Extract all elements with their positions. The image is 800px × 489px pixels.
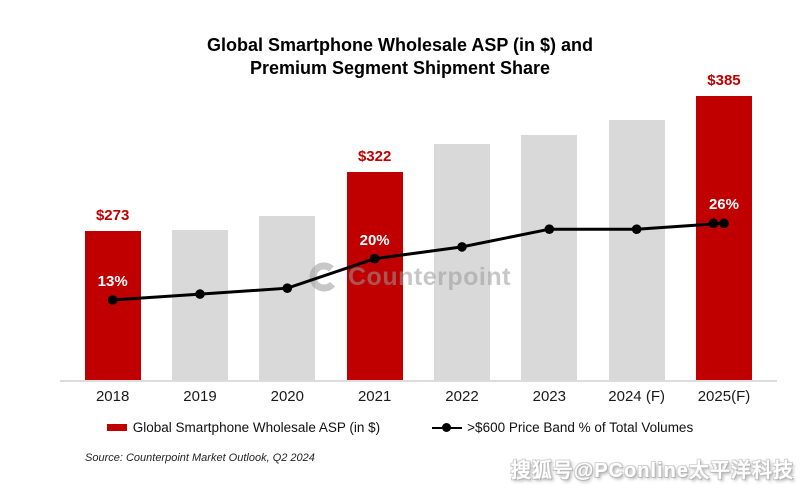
line-point-2019 bbox=[195, 289, 205, 299]
line-point-2022 bbox=[457, 242, 467, 252]
line-point-2024 (F) bbox=[631, 224, 642, 234]
bar-value-label-2021: $322 bbox=[357, 148, 392, 166]
line-point-2020 bbox=[282, 283, 293, 294]
line-percent-label-2025(F): 26% bbox=[708, 196, 739, 214]
bar-value-label-2018: $273 bbox=[95, 207, 130, 225]
x-tick-2025(F): 2025(F) bbox=[697, 388, 751, 405]
bar-2024 (F) bbox=[608, 120, 665, 380]
bar-2020 bbox=[259, 215, 316, 380]
bar-2025(F) bbox=[695, 96, 752, 380]
sohu-watermark: 搜狐号@PConline太平洋科技 bbox=[510, 460, 794, 482]
bar-2018 bbox=[84, 231, 141, 380]
bar-legend-swatch-icon bbox=[106, 424, 127, 431]
bar-2023 bbox=[521, 134, 578, 380]
legend: Global Smartphone Wholesale ASP (in $) >… bbox=[0, 420, 800, 435]
x-tick-2022: 2022 bbox=[445, 388, 479, 405]
bar-2019 bbox=[171, 230, 228, 380]
line-point-2021 bbox=[369, 253, 380, 264]
x-tick-2019: 2019 bbox=[183, 388, 217, 405]
bar-2022 bbox=[433, 144, 490, 380]
x-tick-2020: 2020 bbox=[270, 388, 304, 405]
chart-title-line1: Global Smartphone Wholesale ASP (in $) a… bbox=[206, 35, 594, 55]
bar-value-label-2025(F): $385 bbox=[707, 72, 741, 90]
x-tick-2023: 2023 bbox=[532, 388, 566, 405]
source-note: Source: Counterpoint Market Outlook, Q2 … bbox=[85, 452, 315, 464]
x-tick-2018: 2018 bbox=[95, 388, 130, 405]
line-point-2018 bbox=[107, 295, 118, 305]
x-tick-2024 (F): 2024 (F) bbox=[608, 388, 665, 405]
bar-2021 bbox=[346, 172, 403, 380]
chart-title-line2: Premium Segment Shipment Share bbox=[249, 58, 551, 78]
legend-item-asp: Global Smartphone Wholesale ASP (in $) bbox=[106, 420, 381, 435]
line-point-2023 bbox=[544, 224, 555, 234]
bar-legend-label: Global Smartphone Wholesale ASP (in $) bbox=[132, 420, 381, 435]
x-axis-line bbox=[60, 380, 777, 382]
line-end-marker bbox=[708, 218, 719, 229]
line-legend-label: >$600 Price Band % of Total Volumes bbox=[467, 420, 694, 435]
line-legend-marker-icon bbox=[432, 423, 463, 433]
x-tick-2021: 2021 bbox=[357, 388, 392, 405]
legend-item-price-band: >$600 Price Band % of Total Volumes bbox=[432, 420, 693, 435]
chart-title: Global Smartphone Wholesale ASP (in $) a… bbox=[0, 34, 800, 80]
line-point-2025(F) bbox=[719, 218, 729, 229]
line-percent-label-2021: 20% bbox=[359, 231, 390, 249]
line-percent-label-2018: 13% bbox=[97, 273, 128, 290]
